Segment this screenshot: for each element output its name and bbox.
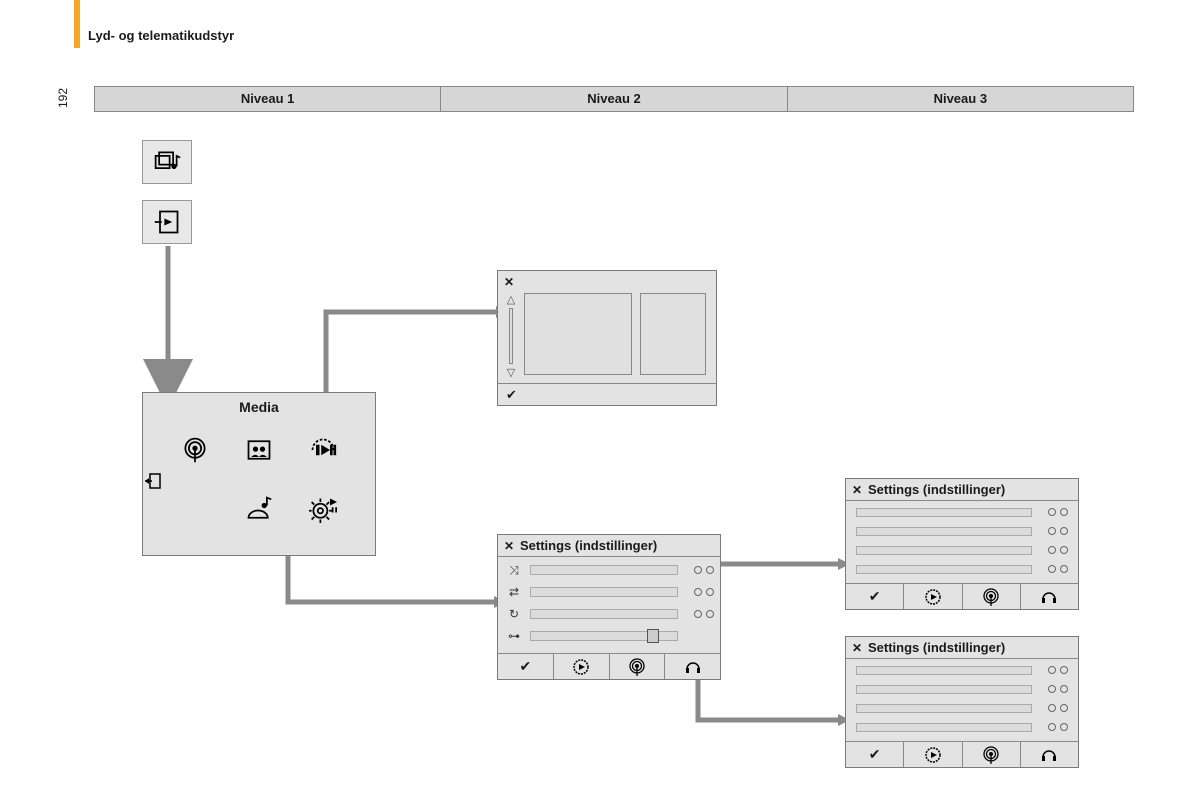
setting-row[interactable]: [856, 682, 1068, 696]
radio-tab[interactable]: [963, 742, 1021, 767]
level-header-row: Niveau 1 Niveau 2 Niveau 3: [94, 86, 1134, 112]
settings-panel-level2: ✕ Settings (indstillinger) ⤨ ⇄ ↻ ⊶ ✔: [497, 534, 721, 680]
play-cycle-tab[interactable]: [904, 584, 962, 609]
media-library-button[interactable]: [142, 140, 192, 184]
media-library-icon: [153, 148, 181, 176]
radio-tab-icon: [982, 588, 1000, 606]
shuffle-all-icon: ⤨: [504, 563, 524, 578]
play-pause-icon[interactable]: [309, 436, 337, 469]
photo-contacts-icon[interactable]: [245, 436, 273, 469]
exit-icon[interactable]: [145, 473, 161, 494]
radio-antenna-icon[interactable]: [181, 436, 209, 469]
accent-tab: [74, 0, 80, 48]
setting-row[interactable]: [856, 663, 1068, 677]
repeat-icon: ↻: [504, 607, 524, 621]
play-cycle-icon: [924, 746, 942, 764]
page-number: 192: [56, 88, 70, 108]
voice-headset-icon: [684, 658, 702, 676]
confirm-icon[interactable]: ✔: [506, 387, 517, 403]
confirm-button[interactable]: ✔: [846, 742, 904, 767]
source-input-button[interactable]: [142, 200, 192, 244]
setting-row-usb[interactable]: ⊶: [504, 627, 714, 645]
voice-tab[interactable]: [1021, 584, 1078, 609]
close-icon[interactable]: ✕: [846, 483, 868, 497]
setting-row[interactable]: [856, 543, 1068, 557]
setting-row[interactable]: [856, 524, 1068, 538]
scroll-indicator[interactable]: △ ▽: [504, 293, 518, 379]
triangle-up-icon: △: [507, 293, 515, 306]
radio-tab-icon: [982, 746, 1000, 764]
setting-row[interactable]: [856, 701, 1068, 715]
slider-knob[interactable]: [647, 629, 659, 643]
arrow-to-settings2: [284, 552, 506, 612]
level-3-header: Niveau 3: [788, 87, 1133, 111]
close-icon[interactable]: ✕: [498, 539, 520, 553]
setting-row[interactable]: [856, 505, 1068, 519]
play-cycle-tab[interactable]: [904, 742, 962, 767]
level-1-header: Niveau 1: [95, 87, 441, 111]
voice-tab[interactable]: [665, 654, 720, 679]
radio-tab-icon: [628, 658, 646, 676]
voice-tab[interactable]: [1021, 742, 1078, 767]
confirm-button[interactable]: ✔: [846, 584, 904, 609]
page-title: Lyd- og telematikudstyr: [88, 28, 234, 43]
selection-panel: ✕ △ ▽ ✔: [497, 270, 717, 406]
gear-play-icon[interactable]: [309, 495, 337, 528]
triangle-down-icon: ▽: [507, 366, 515, 379]
media-panel-title: Media: [143, 399, 375, 415]
close-icon[interactable]: ✕: [504, 275, 514, 289]
setting-row-repeat[interactable]: ↻: [504, 605, 714, 623]
setting-row-shuffle-all[interactable]: ⤨: [504, 561, 714, 579]
confirm-button[interactable]: ✔: [498, 654, 554, 679]
settings-title: Settings (indstillinger): [868, 482, 1005, 497]
arrow-to-settings3b: [694, 678, 850, 728]
settings-panel-level3-a: ✕ Settings (indstillinger) ✔: [845, 478, 1079, 610]
setting-row[interactable]: [856, 562, 1068, 576]
source-input-icon: [153, 208, 181, 236]
voice-headset-icon: [1040, 746, 1058, 764]
music-disk-icon[interactable]: [245, 495, 273, 528]
preview-box-large: [524, 293, 632, 375]
arrow-down-1: [158, 246, 178, 396]
settings-title: Settings (indstillinger): [520, 538, 657, 553]
radio-tab[interactable]: [963, 584, 1021, 609]
settings-panel-level3-b: ✕ Settings (indstillinger) ✔: [845, 636, 1079, 768]
setting-row[interactable]: [856, 720, 1068, 734]
settings-title: Settings (indstillinger): [868, 640, 1005, 655]
shuffle-icon: ⇄: [504, 585, 524, 599]
level-2-header: Niveau 2: [441, 87, 787, 111]
play-cycle-tab[interactable]: [554, 654, 610, 679]
media-panel: Media: [142, 392, 376, 556]
usb-icon: ⊶: [504, 629, 524, 643]
play-cycle-icon: [572, 658, 590, 676]
setting-row-shuffle[interactable]: ⇄: [504, 583, 714, 601]
voice-headset-icon: [1040, 588, 1058, 606]
preview-box-small: [640, 293, 706, 375]
radio-tab[interactable]: [610, 654, 666, 679]
close-icon[interactable]: ✕: [846, 641, 868, 655]
play-cycle-icon: [924, 588, 942, 606]
